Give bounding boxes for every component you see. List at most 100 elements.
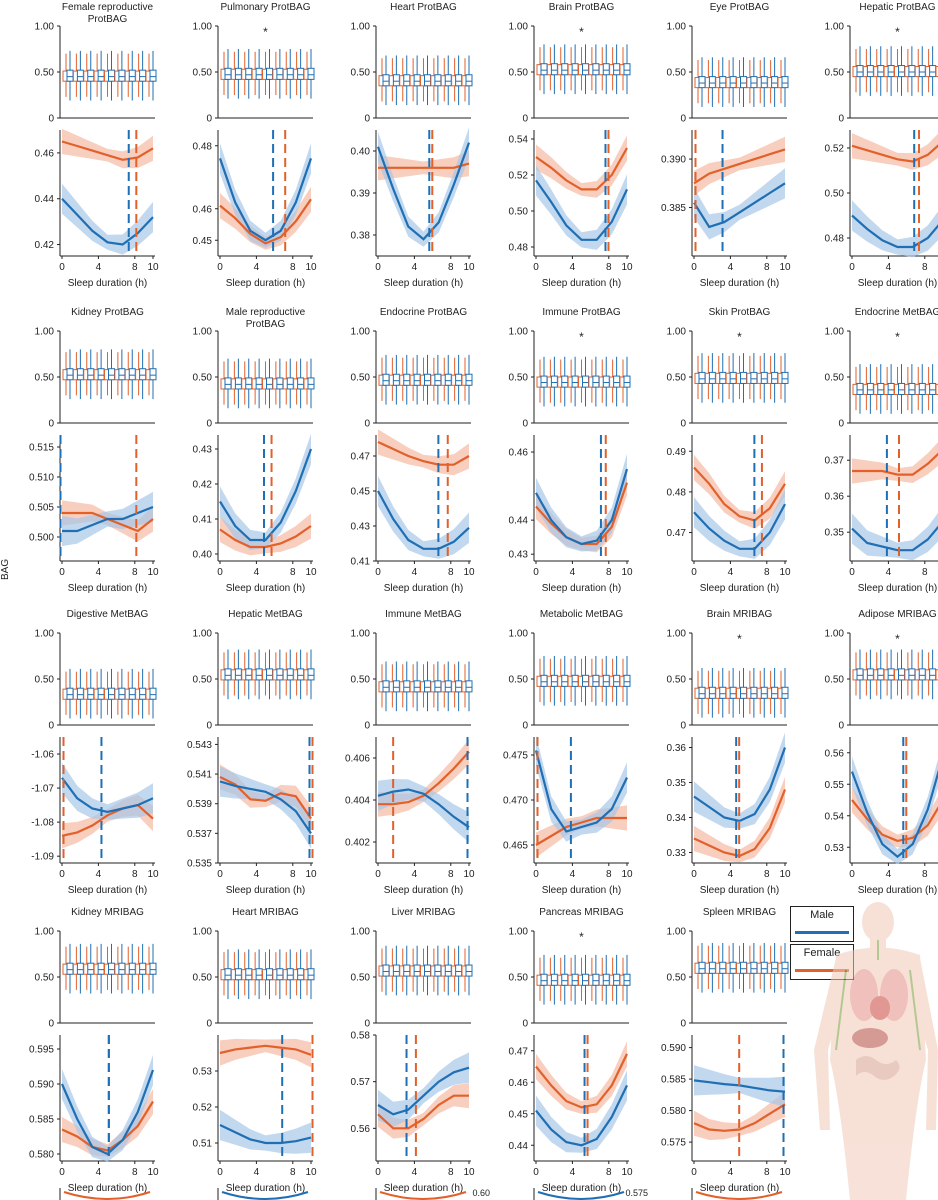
panel-5-xtick-label: 8 <box>764 262 770 273</box>
panel-12-ytick-label: 0.36 <box>825 492 845 503</box>
panel-8-xtick-label: 8 <box>290 567 296 578</box>
panel-7-box-male <box>139 368 147 381</box>
panel-12-female-line <box>852 452 938 476</box>
panel-7-box-male <box>149 368 157 381</box>
panel-14-xtick-label: 8 <box>290 869 296 880</box>
panel-8-female-ci <box>220 513 311 556</box>
panel-9-xtick-label: 0 <box>375 567 381 578</box>
panel-14-ytick-label: 0.541 <box>187 770 212 781</box>
panel-1-title-line1: Female reproductive <box>62 2 154 13</box>
liver-organ <box>852 1028 888 1048</box>
panel-6-asterisk: * <box>895 25 900 39</box>
panel-19-box-male <box>76 962 84 975</box>
panel-20-box-male <box>307 968 315 981</box>
panel-5-box-male <box>750 76 758 89</box>
panel-4-box-male <box>623 63 631 76</box>
panel-22-box-male <box>582 973 589 986</box>
panel-22-ytick-label: 0.45 <box>509 1109 529 1120</box>
panel-18-ytick-label: 0.55 <box>825 780 845 791</box>
panel-1-box-male <box>128 69 136 82</box>
panel-9-box-tick-label: 0 <box>364 419 370 430</box>
panel-10-box-male <box>613 375 621 388</box>
panel-16-box-male <box>582 674 589 687</box>
panel-20-box-tick-label: 0 <box>206 1019 212 1030</box>
panel-7-ytick-label: 0.515 <box>29 443 54 454</box>
panel-22-box-male <box>602 973 610 986</box>
panel-19-xlabel: Sleep duration (h) <box>68 1183 148 1194</box>
panel-12-box-tick-label: 0 <box>838 419 844 430</box>
panel-7-male-line <box>62 505 154 533</box>
panel-2-female-ci <box>220 186 311 250</box>
panel-6-male-line <box>851 214 938 249</box>
panel-7-xtick-label: 8 <box>132 567 138 578</box>
panel-4-xtick-label: 8 <box>606 262 612 273</box>
lymph-vessels <box>835 940 921 1051</box>
panel-23-xtick-label: 8 <box>764 1167 770 1178</box>
panel-19-ytick-label: 0.585 <box>29 1115 54 1126</box>
panel-21-ytick-label: 0.57 <box>351 1077 371 1088</box>
panel-1-male-line <box>61 197 154 246</box>
panel-3-female-line <box>378 162 470 169</box>
panel-6-box-tick-label: 1.00 <box>825 22 845 33</box>
panel-20-xtick-label: 10 <box>305 1167 317 1178</box>
panel-13-box-male <box>108 687 115 700</box>
panel-10-xlabel: Sleep duration (h) <box>542 583 622 594</box>
panel-18-ytick-label: 0.53 <box>825 843 845 854</box>
panel-18-box-male <box>929 668 937 681</box>
panel-14-xtick-label: 0 <box>217 869 223 880</box>
panel-15-box-male <box>434 680 442 693</box>
panel-23-box-male <box>698 961 706 974</box>
panel-2-female-line <box>219 198 312 245</box>
panel-6-box-female <box>935 65 938 78</box>
panel-7-ytick-label: 0.510 <box>29 473 54 484</box>
panel-14-box-male <box>297 668 305 681</box>
panel-14-title: Hepatic MetBAG <box>228 609 303 620</box>
panel-13-box-male <box>97 687 105 700</box>
panel-22-box-male <box>540 973 548 986</box>
panel-15-ytick-label: 0.404 <box>345 796 370 807</box>
panel-2-asterisk: * <box>263 25 268 39</box>
panel-22-ytick-label: 0.44 <box>509 1141 529 1152</box>
panel-21-box-male <box>382 964 390 977</box>
panel-5-xtick-label: 0 <box>691 262 697 273</box>
panel-18-box-male <box>887 668 895 681</box>
panel-18-xtick-label: 4 <box>886 869 892 880</box>
panel-17-box-male <box>698 686 706 699</box>
panel-5-male-ci <box>694 168 785 240</box>
panel-8-ytick-label: 0.42 <box>193 480 213 491</box>
panel-7-ytick-label: 0.505 <box>29 503 54 514</box>
panel-19-box-male <box>128 962 136 975</box>
panel-18-box-tick-label: 1.00 <box>825 629 845 640</box>
panel-13-ytick-label: -1.06 <box>31 750 54 761</box>
panel-18-xtick-label: 8 <box>922 869 928 880</box>
panel-16-box-tick-label: 0 <box>522 721 528 732</box>
panel-17-xtick-label: 10 <box>779 869 791 880</box>
panel-21-box-male <box>413 964 421 977</box>
panel-22-box-tick-label: 1.00 <box>509 927 529 938</box>
panel-23-ytick-label: 0.575 <box>661 1138 686 1149</box>
panel-12-box-male <box>929 382 937 395</box>
panel-17-xtick-label: 8 <box>764 869 770 880</box>
panel-11-xtick-label: 0 <box>691 567 697 578</box>
cutoff-curve-3 <box>379 1191 467 1200</box>
panel-8-xtick-label: 10 <box>305 567 317 578</box>
y-axis-main-label: BAG <box>0 558 11 580</box>
panel-10-title: Immune ProtBAG <box>542 307 621 318</box>
panel-12-ytick-label: 0.35 <box>825 528 845 539</box>
panel-9-xtick-label: 8 <box>448 567 454 578</box>
panel-15-box-male <box>392 680 400 693</box>
panel-2-xtick-label: 4 <box>254 262 260 273</box>
panel-23-ytick-label: 0.585 <box>661 1075 686 1086</box>
panel-4-ytick-label: 0.48 <box>509 243 529 254</box>
panel-15-female-line <box>378 750 470 806</box>
panel-9-box-male <box>382 373 390 386</box>
panel-18-female-line <box>851 799 938 843</box>
panel-23-xtick-label: 0 <box>691 1167 697 1178</box>
panel-17-xtick-label: 4 <box>728 869 734 880</box>
panel-16-box-male <box>540 674 548 687</box>
panel-7-box-tick-label: 0 <box>48 419 54 430</box>
panel-6-xtick-label: 8 <box>922 262 928 273</box>
panel-8-box-male <box>297 377 305 390</box>
panel-15-box-male <box>413 680 421 693</box>
panel-4-box-tick-label: 0 <box>522 114 528 125</box>
